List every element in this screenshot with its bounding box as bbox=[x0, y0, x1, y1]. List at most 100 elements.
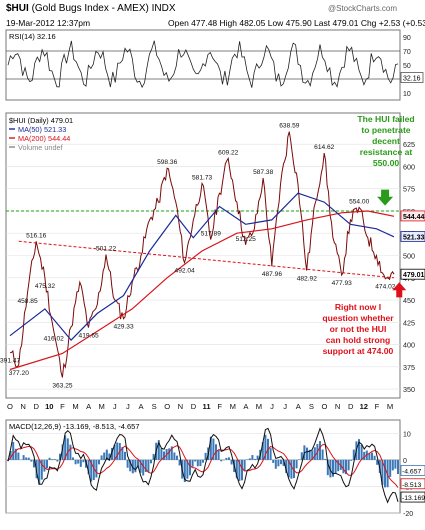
price-legend-entry: Volume undef bbox=[18, 143, 64, 152]
macd-histogram-bar bbox=[298, 459, 301, 460]
macd-histogram-bar bbox=[254, 458, 256, 460]
exchange: INDX bbox=[151, 3, 176, 14]
time-axis-label: A bbox=[296, 402, 302, 411]
macd-histogram-bar bbox=[137, 459, 139, 467]
macd-histogram-bar bbox=[33, 459, 35, 468]
time-axis-label: D bbox=[191, 402, 197, 411]
macd-histogram-bar bbox=[25, 457, 28, 460]
macd-histogram-bar bbox=[358, 439, 360, 460]
price-tick-label: 400 bbox=[403, 341, 415, 350]
price-legend-entry: MA(50) 521.33 bbox=[18, 125, 66, 134]
macd-histogram-bar bbox=[300, 452, 303, 460]
price-annotation: 475.32 bbox=[35, 283, 56, 290]
time-axis-label: S bbox=[309, 402, 314, 411]
time-axis-label: F bbox=[217, 402, 222, 411]
ma200-value-tag-box bbox=[400, 210, 425, 222]
price-annotation: 363.25 bbox=[52, 383, 73, 390]
macd-histogram-bar bbox=[251, 455, 254, 460]
time-axis-label: J bbox=[113, 402, 117, 411]
macd-histogram-bar bbox=[389, 459, 392, 477]
macd-histogram-bar bbox=[391, 459, 394, 471]
macd-histogram-bar bbox=[243, 459, 246, 472]
macd-histogram-bar bbox=[381, 459, 384, 485]
price-tick-label: 575 bbox=[403, 185, 415, 194]
rsi-value-box bbox=[400, 72, 424, 83]
macd-histogram-bar bbox=[241, 459, 243, 481]
macd-histogram-bar bbox=[129, 459, 132, 472]
macd-histogram-bar bbox=[397, 459, 399, 474]
macd-histogram-bar bbox=[347, 459, 350, 471]
macd-histogram-bar bbox=[376, 459, 379, 465]
ma200-line bbox=[9, 210, 395, 371]
macd-histogram-bar bbox=[82, 459, 85, 463]
macd-histogram-bar bbox=[261, 441, 264, 460]
macd-histogram-bar bbox=[152, 453, 155, 460]
macd-histogram-bar bbox=[126, 459, 129, 468]
macd-histogram-bar bbox=[285, 459, 288, 474]
price-annotation: 598.36 bbox=[157, 159, 178, 166]
time-axis-label: M bbox=[230, 402, 236, 411]
time-axis-label: J bbox=[283, 402, 287, 411]
macd-histogram-bar bbox=[53, 459, 56, 460]
macd-histogram-bar bbox=[345, 459, 347, 475]
time-axis-label: J bbox=[270, 402, 274, 411]
price-tick-label: 450 bbox=[403, 296, 415, 305]
macd-histogram-bar bbox=[170, 446, 173, 460]
time-axis-label: J bbox=[126, 402, 130, 411]
macd-histogram-bar bbox=[368, 453, 371, 460]
time-axis-label: O bbox=[322, 402, 328, 411]
price-annotation: 614.62 bbox=[314, 144, 335, 151]
macd-histogram-bar bbox=[168, 448, 171, 460]
macd-value-box bbox=[400, 478, 425, 490]
time-axis-label: 10 bbox=[45, 402, 53, 411]
macd-histogram-bar bbox=[87, 459, 90, 475]
ma50-value-tag-box bbox=[400, 231, 425, 242]
time-axis-label: D bbox=[33, 402, 39, 411]
macd-histogram-bar bbox=[163, 451, 165, 460]
rsi-panel-frame bbox=[5, 29, 401, 101]
macd-histogram-bar bbox=[27, 457, 30, 460]
macd-histogram-bar bbox=[59, 453, 61, 460]
price-annotation: 487.96 bbox=[262, 271, 283, 278]
macd-histogram-bar bbox=[191, 459, 194, 467]
macd-histogram-bar bbox=[40, 459, 43, 480]
macd-histogram-bar bbox=[43, 459, 46, 472]
macd-histogram-bar bbox=[324, 458, 327, 460]
price-tick-label: 600 bbox=[403, 162, 415, 171]
macd-histogram-bar bbox=[14, 448, 17, 460]
price-annotation: 501.22 bbox=[96, 246, 117, 253]
macd-histogram-bar bbox=[196, 459, 199, 467]
macd-histogram-bar bbox=[79, 459, 82, 467]
macd-histogram-bar bbox=[264, 434, 267, 460]
price-annotation: 391.47 bbox=[0, 358, 21, 365]
macd-histogram-bar bbox=[111, 447, 113, 460]
price-annotation: 477.93 bbox=[332, 280, 353, 287]
price-tick-label: 625 bbox=[403, 140, 415, 149]
watermark: @StockCharts.com bbox=[328, 4, 398, 13]
macd-value-tag: -13.169 bbox=[402, 495, 425, 502]
price-annotation: 581.73 bbox=[192, 174, 213, 181]
time-axis-label: 11 bbox=[203, 402, 212, 411]
time-axis-label: N bbox=[20, 402, 25, 411]
macd-histogram-bar bbox=[90, 459, 93, 482]
macd-histogram-bar bbox=[69, 444, 72, 460]
macd-histogram-bar bbox=[352, 449, 355, 460]
macd-histogram-bar bbox=[139, 459, 142, 473]
macd-histogram-bar bbox=[235, 459, 238, 479]
macd-histogram-bar bbox=[337, 459, 340, 472]
macd-histogram-bar bbox=[56, 459, 59, 462]
macd-histogram-bar bbox=[225, 457, 228, 460]
time-axis-label: A bbox=[243, 402, 249, 411]
macd-histogram-bar bbox=[313, 447, 316, 460]
time-axis-label: O bbox=[164, 402, 170, 411]
time-axis-label: M bbox=[72, 402, 78, 411]
macd-histogram-bar bbox=[228, 457, 230, 460]
time-axis-label: O bbox=[7, 402, 13, 411]
macd-histogram-bar bbox=[51, 459, 54, 460]
price-annotation: 587.38 bbox=[253, 169, 274, 176]
macd-histogram-bar bbox=[326, 459, 329, 476]
rsi-tick-label: 50 bbox=[403, 63, 411, 70]
price-annotation: 512.25 bbox=[236, 236, 257, 243]
macd-histogram-bar bbox=[287, 459, 290, 478]
